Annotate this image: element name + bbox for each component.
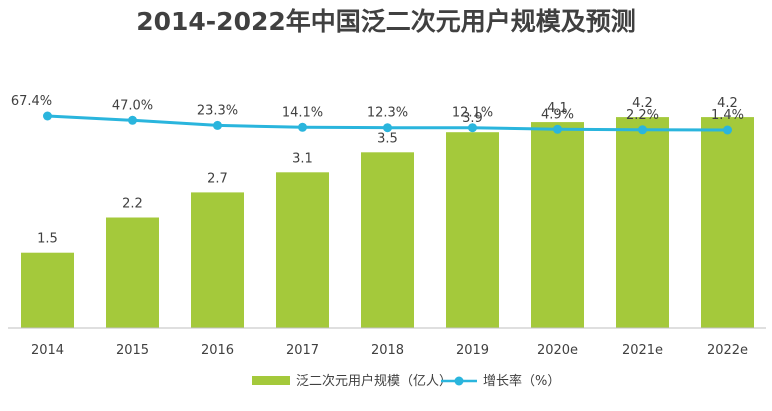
x-tick-2020e: 2020e [537,343,578,358]
bar-label-2022e: 4.2 [717,96,738,111]
legend-line-marker [454,376,464,386]
bar-2021e [616,117,669,328]
rate-line-group [43,111,732,135]
legend-line-label: 增长率（%） [483,373,560,389]
x-tick-2019: 2019 [456,343,489,358]
rate-point-2022e [723,125,732,135]
legend-bar-label: 泛二次元用户规模（亿人） [296,373,452,389]
bar-2017 [276,172,329,328]
bar-label-2015: 2.2 [122,197,143,212]
x-ticks-group: 2014 2015 2016 2017 2018 2019 2020e 2021e 2022e [31,343,748,358]
rate-label-2017: 14.1% [282,105,323,120]
bar-2014 [21,252,74,328]
legend-bar-swatch [252,376,290,385]
x-tick-2022e: 2022e [707,343,748,358]
x-tick-2015: 2015 [116,343,149,358]
bars-group [21,117,754,328]
rate-point-2016 [213,120,222,130]
rate-point-2017 [298,122,307,132]
bar-2015 [106,217,159,328]
rate-point-2019 [468,123,477,133]
rate-point-2014 [43,111,52,121]
rate-point-2021e [638,125,647,135]
rate-label-2015: 47.0% [112,98,153,113]
rate-label-2022e: 1.4% [711,108,744,123]
bar-2019 [446,132,499,328]
rate-label-2020e: 4.9% [541,107,574,122]
bar-label-2017: 3.1 [292,151,313,166]
bar-label-2014: 1.5 [37,232,58,247]
bar-label-2021e: 4.2 [632,96,653,111]
rate-labels-group: 67.4% 47.0% 23.3% 14.1% 12.3% 12.1% 4.9% 2.2% 1.… [11,94,744,123]
x-tick-2018: 2018 [371,343,404,358]
bar-label-2016: 2.7 [207,171,228,186]
x-tick-2014: 2014 [31,343,64,358]
rate-label-2018: 12.3% [367,106,408,121]
x-tick-2021e: 2021e [622,343,663,358]
chart-title: 2014-2022年中国泛二次元用户规模及预测 [136,7,636,36]
x-tick-2017: 2017 [286,343,319,358]
x-tick-2016: 2016 [201,343,234,358]
rate-label-2014: 67.4% [11,94,52,109]
legend: 泛二次元用户规模（亿人） 增长率（%） [252,373,560,389]
bar-2022e [701,117,754,328]
bar-label-2019: 3.9 [462,111,483,126]
bar-2016 [191,192,244,328]
rate-label-2021e: 2.2% [626,108,659,123]
bar-label-2020e: 4.1 [547,101,568,116]
bar-2020e [531,122,584,328]
bar-2018 [361,152,414,328]
rate-point-2018 [383,123,392,133]
rate-label-2016: 23.3% [197,103,238,118]
rate-point-2020e [553,124,562,134]
bar-label-2018: 3.5 [377,131,398,146]
bar-labels-group: 1.5 2.2 2.7 3.1 3.5 3.9 4.1 4.2 4.2 [37,96,738,247]
rate-label-2019: 12.1% [452,106,493,121]
rate-point-2015 [128,115,137,125]
